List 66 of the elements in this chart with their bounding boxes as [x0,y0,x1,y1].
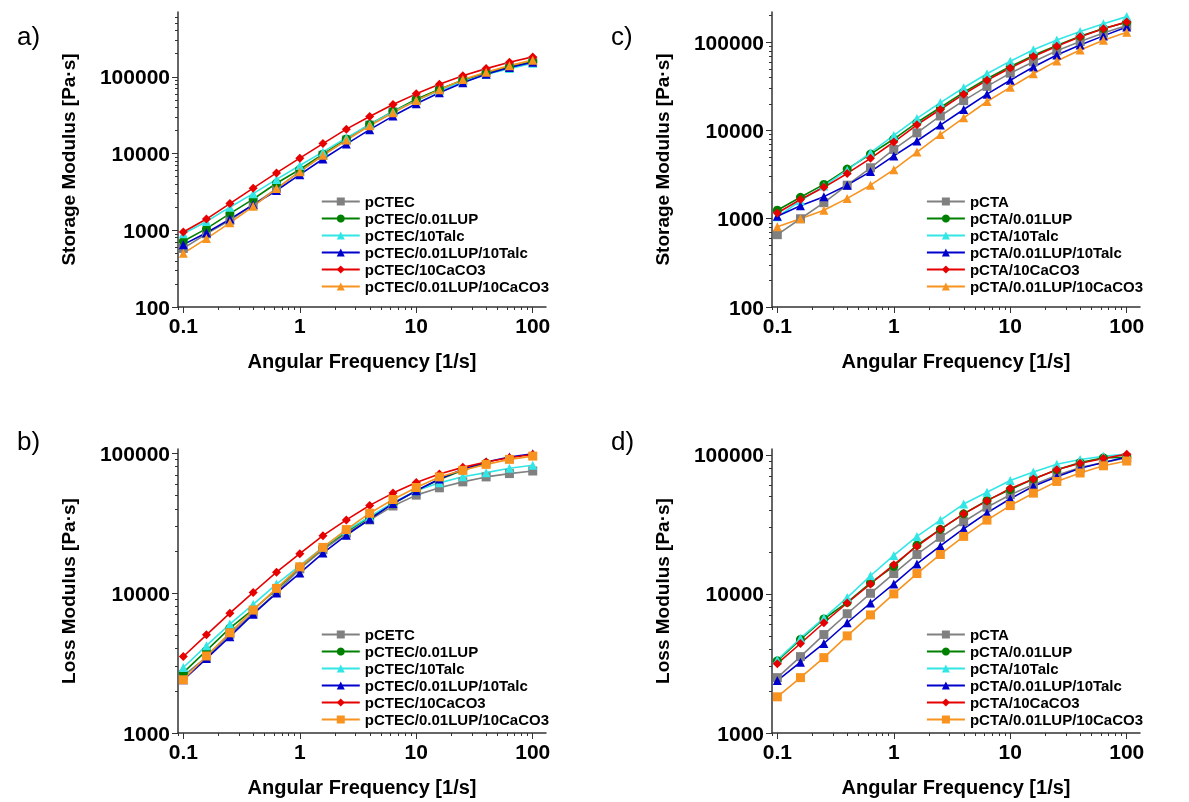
legend-label: pCTEC/0.01LUP/10CaCO3 [364,278,550,295]
x-tick-label: 1 [887,740,900,763]
x-tick-label: 10 [998,740,1022,763]
chart-title: b) [17,426,41,456]
x-axis-title: Angular Frequency [1/s] [247,350,477,372]
x-tick-label: 0.1 [168,740,199,763]
x-tick-label: 1 [887,314,900,337]
y-axis-title: Storage Modulus [Pa·s] [652,53,673,266]
legend-label: pCTA [969,626,1009,643]
y-tick-label: 100000 [99,441,170,465]
legend-label: pCTEC/10Talc [364,660,465,677]
legend-label: pCTEC [364,193,415,210]
legend-label: pCTA/0.01LUP/10Talc [969,244,1122,261]
x-tick-label: 1 [293,740,306,763]
chart-title: c) [611,21,633,51]
legend-label: pCETC [364,626,415,643]
legend-label: pCTEC/0.01LUP/10Talc [364,244,528,261]
legend-label: pCTEC/0.01LUP [364,643,479,660]
legend-label: pCTA/10CaCO3 [969,694,1080,711]
y-tick-label: 100 [728,295,764,319]
x-axis-title: Angular Frequency [1/s] [247,776,477,798]
legend-label: pCTEC/0.01LUP/10CaCO3 [364,711,550,728]
legend-label: pCTEC/0.01LUP [364,210,479,227]
y-tick-label: 1000 [123,218,170,242]
x-tick-label: 0.1 [762,314,793,337]
y-tick-label: 1000 [123,721,170,745]
legend-label: pCTEC/0.01LUP/10Talc [364,677,528,694]
legend-label: pCTA/0.01LUP [969,643,1073,660]
x-tick-label: 100 [515,314,551,337]
y-tick-label: 100 [134,295,170,319]
y-tick-label: 1000 [717,207,764,231]
legend-label: pCTA/0.01LUP [969,210,1073,227]
x-tick-label: 0.1 [168,314,199,337]
x-tick-label: 100 [515,740,551,763]
x-axis-title: Angular Frequency [1/s] [841,350,1071,372]
y-axis-title: Loss Modulus [Pa·s] [58,498,79,684]
x-axis-title: Angular Frequency [1/s] [841,776,1071,798]
legend-label: pCTA/10Talc [969,660,1059,677]
y-tick-label: 100000 [693,443,764,467]
legend-label: pCTA/0.01LUP/10CaCO3 [969,711,1143,728]
legend-label: pCTA/10CaCO3 [969,261,1080,278]
legend-label: pCTA/10Talc [969,227,1059,244]
chart-title: a) [17,21,41,51]
y-tick-label: 100000 [99,65,170,89]
x-tick-label: 10 [998,314,1022,337]
y-tick-label: 10000 [705,118,764,142]
y-tick-label: 10000 [705,582,764,606]
legend-label: pCTA/0.01LUP/10Talc [969,677,1122,694]
x-tick-label: 10 [404,740,428,763]
x-tick-label: 100 [1109,740,1145,763]
x-tick-label: 0.1 [762,740,793,763]
legend-label: pCTEC/10CaCO3 [364,694,486,711]
chart-title: d) [611,426,635,456]
y-tick-label: 10000 [111,581,170,605]
y-axis-title: Storage Modulus [Pa·s] [58,53,79,266]
y-tick-label: 1000 [717,721,764,745]
legend-label: pCTA [969,193,1009,210]
legend-label: pCTEC/10Talc [364,227,465,244]
x-tick-label: 100 [1109,314,1145,337]
x-tick-label: 10 [404,314,428,337]
x-tick-label: 1 [293,314,306,337]
y-axis-title: Loss Modulus [Pa·s] [652,498,673,684]
legend-label: pCTA/0.01LUP/10CaCO3 [969,278,1143,295]
y-tick-label: 10000 [111,142,170,166]
y-tick-label: 100000 [693,30,764,54]
legend-label: pCTEC/10CaCO3 [364,261,486,278]
